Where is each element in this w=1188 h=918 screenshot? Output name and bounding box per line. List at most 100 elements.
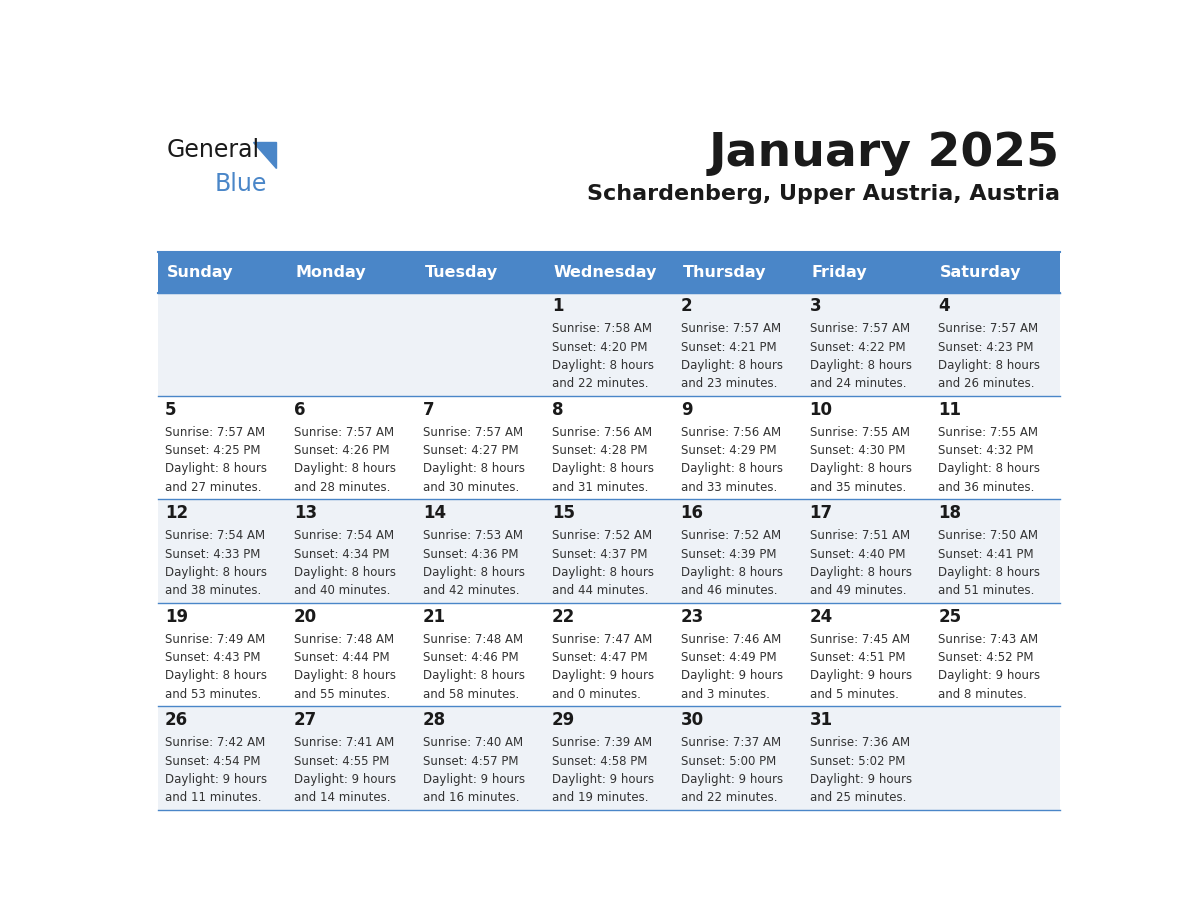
Text: Sunset: 4:28 PM: Sunset: 4:28 PM — [551, 444, 647, 457]
Text: Sunset: 4:55 PM: Sunset: 4:55 PM — [293, 755, 390, 767]
Text: Sunrise: 7:41 AM: Sunrise: 7:41 AM — [293, 736, 394, 749]
Text: 27: 27 — [293, 711, 317, 730]
Text: Sunset: 4:34 PM: Sunset: 4:34 PM — [293, 547, 390, 561]
Text: Sunrise: 7:57 AM: Sunrise: 7:57 AM — [165, 426, 265, 439]
Text: Sunset: 4:58 PM: Sunset: 4:58 PM — [551, 755, 647, 767]
Text: Sunset: 4:51 PM: Sunset: 4:51 PM — [809, 651, 905, 664]
Text: Sunrise: 7:50 AM: Sunrise: 7:50 AM — [939, 529, 1038, 543]
Text: Wednesday: Wednesday — [554, 264, 657, 279]
Text: Daylight: 8 hours: Daylight: 8 hours — [293, 463, 396, 476]
Text: Saturday: Saturday — [940, 264, 1022, 279]
Text: Daylight: 8 hours: Daylight: 8 hours — [939, 359, 1041, 372]
Bar — [674, 293, 802, 396]
Text: and 0 minutes.: and 0 minutes. — [551, 688, 640, 700]
Text: Sunset: 4:37 PM: Sunset: 4:37 PM — [551, 547, 647, 561]
Text: Sunset: 4:33 PM: Sunset: 4:33 PM — [165, 547, 260, 561]
Text: Sunrise: 7:47 AM: Sunrise: 7:47 AM — [551, 633, 652, 645]
Text: Sunset: 4:49 PM: Sunset: 4:49 PM — [681, 651, 776, 664]
Bar — [544, 603, 674, 707]
Text: Daylight: 8 hours: Daylight: 8 hours — [423, 565, 525, 579]
Text: and 23 minutes.: and 23 minutes. — [681, 377, 777, 390]
Polygon shape — [253, 142, 276, 168]
Text: Daylight: 9 hours: Daylight: 9 hours — [681, 669, 783, 682]
Text: and 55 minutes.: and 55 minutes. — [293, 688, 390, 700]
Text: and 11 minutes.: and 11 minutes. — [165, 791, 261, 804]
Text: Daylight: 8 hours: Daylight: 8 hours — [165, 463, 267, 476]
Bar — [674, 396, 802, 499]
Bar — [158, 252, 286, 293]
Text: Sunset: 4:47 PM: Sunset: 4:47 PM — [551, 651, 647, 664]
Text: and 28 minutes.: and 28 minutes. — [293, 481, 391, 494]
Bar — [158, 396, 286, 499]
Text: Sunrise: 7:53 AM: Sunrise: 7:53 AM — [423, 529, 523, 543]
Text: 29: 29 — [551, 711, 575, 730]
Bar — [544, 499, 674, 603]
Text: Sunset: 4:30 PM: Sunset: 4:30 PM — [809, 444, 905, 457]
Bar — [931, 396, 1060, 499]
Text: and 8 minutes.: and 8 minutes. — [939, 688, 1028, 700]
Text: and 49 minutes.: and 49 minutes. — [809, 585, 906, 598]
Text: Sunrise: 7:49 AM: Sunrise: 7:49 AM — [165, 633, 265, 645]
Text: Sunrise: 7:52 AM: Sunrise: 7:52 AM — [681, 529, 781, 543]
Text: Sunrise: 7:56 AM: Sunrise: 7:56 AM — [681, 426, 781, 439]
Bar — [931, 293, 1060, 396]
Bar — [931, 499, 1060, 603]
Text: 14: 14 — [423, 505, 446, 522]
Bar — [802, 707, 931, 810]
Text: 4: 4 — [939, 297, 950, 316]
Text: and 26 minutes.: and 26 minutes. — [939, 377, 1035, 390]
Bar — [286, 293, 416, 396]
Text: Sunset: 4:21 PM: Sunset: 4:21 PM — [681, 341, 776, 353]
Text: Sunset: 4:44 PM: Sunset: 4:44 PM — [293, 651, 390, 664]
Text: Sunrise: 7:48 AM: Sunrise: 7:48 AM — [423, 633, 523, 645]
Text: 15: 15 — [551, 505, 575, 522]
Text: 26: 26 — [165, 711, 188, 730]
Text: Sunset: 4:41 PM: Sunset: 4:41 PM — [939, 547, 1034, 561]
Text: 2: 2 — [681, 297, 693, 316]
Text: Monday: Monday — [296, 264, 366, 279]
Text: 5: 5 — [165, 401, 177, 419]
Bar — [931, 603, 1060, 707]
Text: Daylight: 9 hours: Daylight: 9 hours — [423, 773, 525, 786]
Text: 31: 31 — [809, 711, 833, 730]
Text: Sunrise: 7:52 AM: Sunrise: 7:52 AM — [551, 529, 652, 543]
Text: Sunset: 4:23 PM: Sunset: 4:23 PM — [939, 341, 1034, 353]
Text: and 40 minutes.: and 40 minutes. — [293, 585, 391, 598]
Text: Daylight: 9 hours: Daylight: 9 hours — [165, 773, 267, 786]
Text: Daylight: 8 hours: Daylight: 8 hours — [423, 463, 525, 476]
Bar — [416, 396, 544, 499]
Text: Sunset: 5:00 PM: Sunset: 5:00 PM — [681, 755, 776, 767]
Bar — [286, 252, 416, 293]
Text: Daylight: 9 hours: Daylight: 9 hours — [809, 669, 911, 682]
Text: 17: 17 — [809, 505, 833, 522]
Bar — [286, 396, 416, 499]
Bar — [544, 707, 674, 810]
Text: and 22 minutes.: and 22 minutes. — [551, 377, 649, 390]
Text: Daylight: 8 hours: Daylight: 8 hours — [939, 565, 1041, 579]
Text: Daylight: 8 hours: Daylight: 8 hours — [939, 463, 1041, 476]
Text: Sunrise: 7:57 AM: Sunrise: 7:57 AM — [681, 322, 781, 335]
Text: and 36 minutes.: and 36 minutes. — [939, 481, 1035, 494]
Text: Sunset: 4:54 PM: Sunset: 4:54 PM — [165, 755, 260, 767]
Text: Sunrise: 7:36 AM: Sunrise: 7:36 AM — [809, 736, 910, 749]
Text: Sunrise: 7:48 AM: Sunrise: 7:48 AM — [293, 633, 394, 645]
Text: and 16 minutes.: and 16 minutes. — [423, 791, 519, 804]
Text: Sunrise: 7:57 AM: Sunrise: 7:57 AM — [293, 426, 394, 439]
Text: and 35 minutes.: and 35 minutes. — [809, 481, 905, 494]
Text: 11: 11 — [939, 401, 961, 419]
Text: Daylight: 8 hours: Daylight: 8 hours — [809, 463, 911, 476]
Bar — [802, 603, 931, 707]
Text: Sunset: 4:36 PM: Sunset: 4:36 PM — [423, 547, 518, 561]
Text: 21: 21 — [423, 608, 446, 626]
Text: and 22 minutes.: and 22 minutes. — [681, 791, 777, 804]
Bar — [416, 707, 544, 810]
Text: Sunset: 4:22 PM: Sunset: 4:22 PM — [809, 341, 905, 353]
Text: Sunrise: 7:39 AM: Sunrise: 7:39 AM — [551, 736, 652, 749]
Bar — [674, 499, 802, 603]
Bar — [544, 252, 674, 293]
Text: Daylight: 8 hours: Daylight: 8 hours — [165, 669, 267, 682]
Text: Sunrise: 7:55 AM: Sunrise: 7:55 AM — [809, 426, 910, 439]
Text: Sunset: 4:20 PM: Sunset: 4:20 PM — [551, 341, 647, 353]
Text: 24: 24 — [809, 608, 833, 626]
Text: 7: 7 — [423, 401, 435, 419]
